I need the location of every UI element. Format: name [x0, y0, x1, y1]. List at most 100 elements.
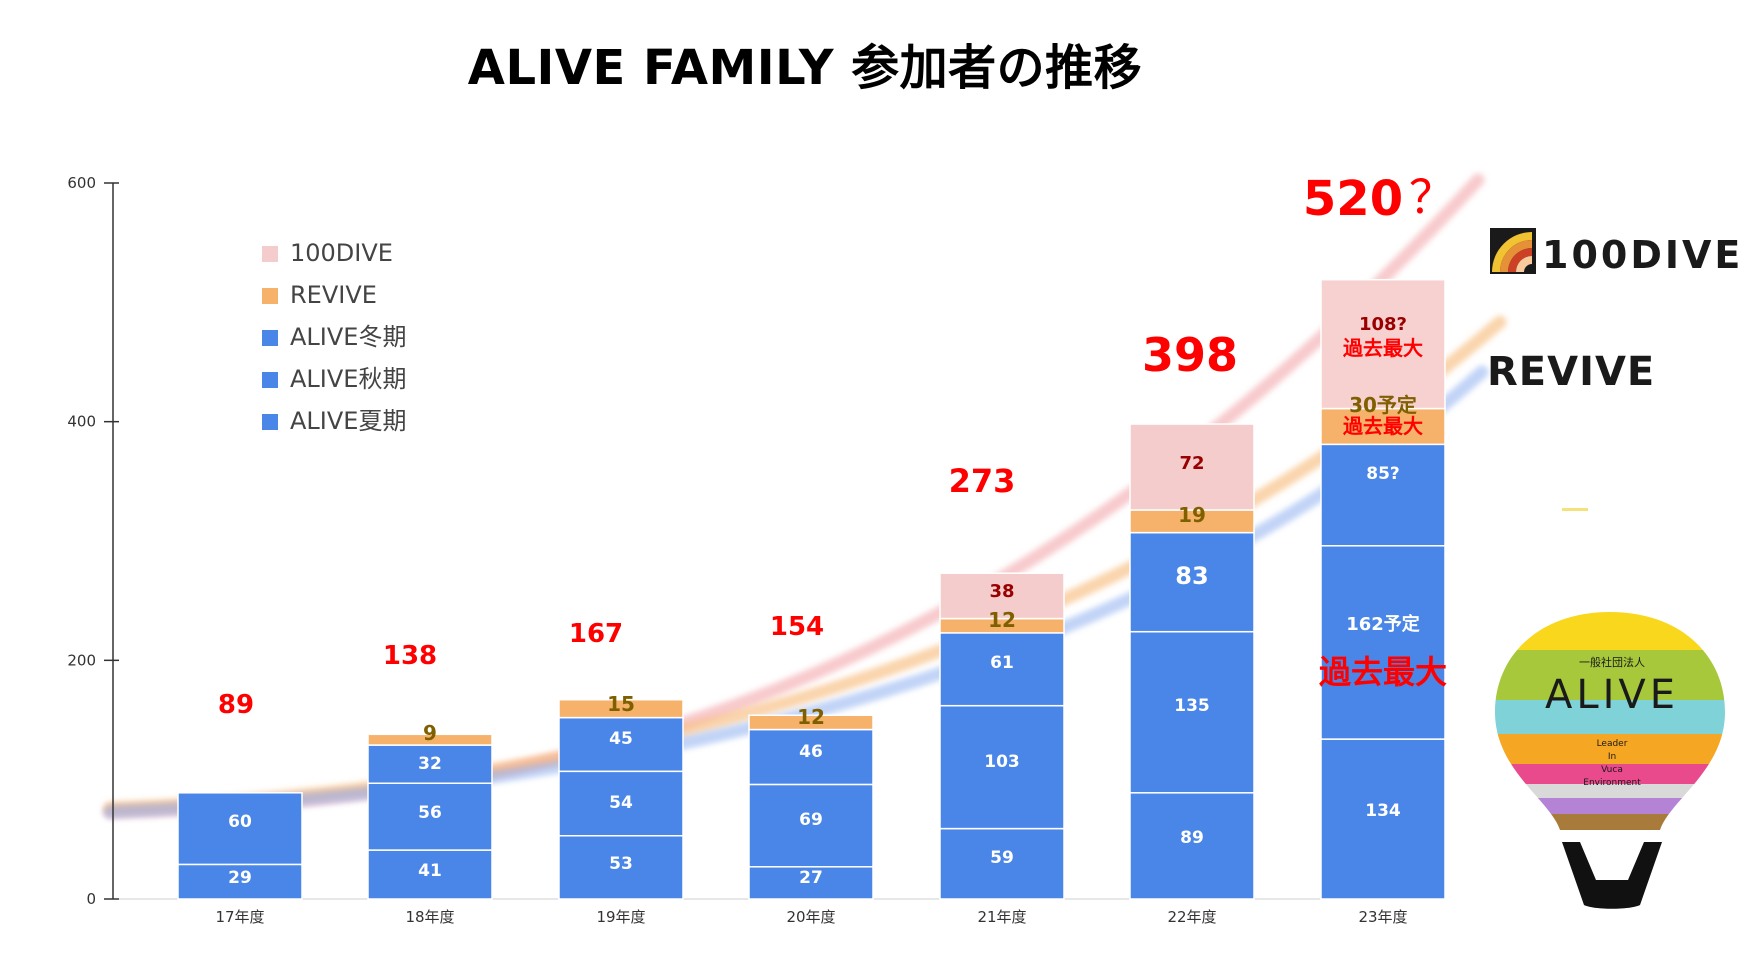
legend-label-100DIVE: 100DIVE	[290, 239, 393, 267]
segment-label-ALIVE冬期-22年度: 83	[1175, 562, 1208, 590]
segment-label-ALIVE秋期-21年度: 103	[984, 752, 1020, 772]
bar-ALIVE冬期-18年度	[367, 744, 493, 784]
segment-label-ALIVE冬期-20年度: 46	[799, 742, 823, 762]
alive-logo-subtitle: 一般社団法人	[1579, 655, 1645, 669]
alive-logo-basket	[1562, 842, 1662, 909]
legend-swatch-ALIVE秋期	[262, 372, 278, 388]
segment-label-REVIVE-19年度: 15	[607, 692, 635, 716]
chart-title: ALIVE FAMILY 参加者の推移	[467, 40, 1143, 96]
legend-swatch-ALIVE冬期	[262, 330, 278, 346]
legend-label-ALIVE冬期: ALIVE冬期	[290, 323, 406, 351]
dive-logo-text: 100DIVE	[1542, 233, 1743, 277]
bar-ALIVE夏期-23年度	[1320, 738, 1446, 900]
legend-label-ALIVE秋期: ALIVE秋期	[290, 365, 406, 393]
revive-logo-text: REVIVE	[1487, 349, 1655, 395]
legend-swatch-REVIVE	[262, 288, 278, 304]
x-tick-label: 22年度	[1167, 908, 1216, 926]
dive-logo-mark	[1490, 228, 1536, 274]
segment-label-REVIVE-22年度: 19	[1178, 503, 1206, 527]
record-note-2: 過去最大	[1343, 414, 1423, 438]
segment-label-REVIVE-18年度: 9	[423, 721, 437, 745]
segment-label-ALIVE夏期-20年度: 27	[799, 868, 823, 888]
total-label-question-mark: ？	[1409, 170, 1455, 224]
segment-label-100DIVE-21年度: 38	[989, 581, 1014, 602]
bar-ALIVE冬期-23年度	[1320, 443, 1446, 547]
alive-logo-line-4: Environment	[1583, 778, 1641, 788]
segment-label-100DIVE-22年度: 72	[1179, 453, 1204, 474]
bar-ALIVE夏期-21年度	[939, 827, 1065, 900]
bar-ALIVE秋期-22年度	[1129, 630, 1255, 794]
y-tick-label: 200	[67, 651, 96, 669]
bar-100DIVE-22年度	[1129, 423, 1255, 511]
segment-label-REVIVE-23年度: 30予定	[1349, 393, 1417, 417]
x-tick-label: 18年度	[405, 908, 454, 926]
bar-ALIVE夏期-18年度	[367, 849, 493, 900]
segment-label-ALIVE冬期-23年度: 85?	[1366, 464, 1400, 484]
record-note-1: 過去最大	[1343, 336, 1423, 360]
total-label-20年度: 154	[770, 612, 824, 642]
segment-label-ALIVE冬期-18年度: 32	[418, 754, 442, 774]
segment-label-ALIVE夏期-22年度: 89	[1180, 828, 1204, 848]
segment-label-ALIVE秋期-22年度: 135	[1174, 696, 1210, 716]
revive-logo-accent	[1562, 508, 1588, 511]
segment-label-ALIVE秋期-19年度: 54	[609, 793, 633, 813]
segment-label-REVIVE-21年度: 12	[988, 608, 1016, 632]
x-tick-label: 17年度	[215, 908, 264, 926]
segment-label-ALIVE冬期-19年度: 45	[609, 729, 633, 749]
bar-ALIVE夏期-19年度	[558, 835, 684, 900]
bar-ALIVE秋期-23年度	[1320, 545, 1446, 740]
bar-100DIVE-23年度	[1320, 278, 1446, 410]
bar-ALIVE冬期-20年度	[748, 728, 874, 786]
alive-logo-line-3: Vuca	[1601, 765, 1623, 775]
x-tick-label: 23年度	[1358, 908, 1407, 926]
bar-segments	[177, 278, 1446, 900]
segment-label-ALIVE秋期-20年度: 69	[799, 810, 823, 830]
total-label-22年度: 398	[1142, 328, 1238, 382]
segment-label-ALIVE秋期-18年度: 56	[418, 803, 442, 823]
segment-label-ALIVE秋期-23年度: 162予定	[1346, 613, 1420, 635]
bar-ALIVE秋期-18年度	[367, 782, 493, 851]
bar-REVIVE-19年度	[558, 698, 684, 719]
alive-logo-name: ALIVE	[1545, 672, 1679, 718]
bar-ALIVE秋期-17年度	[177, 792, 303, 866]
x-tick-label: 19年度	[596, 908, 645, 926]
bar-100DIVE-21年度	[939, 572, 1065, 620]
legend: 100DIVE REVIVE ALIVE冬期 ALIVE秋期 ALIVE夏期	[262, 239, 406, 435]
segment-label-ALIVE夏期-23年度: 134	[1365, 801, 1401, 821]
total-label-21年度: 273	[949, 462, 1016, 500]
dive-logo: 100DIVE	[1490, 228, 1743, 277]
segment-label-ALIVE夏期-17年度: 29	[228, 868, 252, 888]
total-label-18年度: 138	[383, 641, 437, 671]
segment-label-ALIVE冬期-21年度: 61	[990, 653, 1014, 673]
bar-ALIVE秋期-21年度	[939, 704, 1065, 830]
legend-label-ALIVE夏期: ALIVE夏期	[290, 407, 406, 435]
bar-ALIVE夏期-22年度	[1129, 792, 1255, 900]
segment-label-100DIVE-23年度: 108?	[1359, 314, 1407, 335]
bar-ALIVE夏期-20年度	[748, 866, 874, 900]
bar-ALIVE冬期-21年度	[939, 632, 1065, 707]
alive-balloon-logo: 一般社団法人 ALIVE Leader In Vuca Environment	[1495, 612, 1725, 909]
bar-ALIVE秋期-20年度	[748, 783, 874, 868]
x-tick-label: 20年度	[786, 908, 835, 926]
segment-label-ALIVE夏期-21年度: 59	[990, 848, 1014, 868]
bar-ALIVE冬期-22年度	[1129, 531, 1255, 633]
bar-ALIVE夏期-17年度	[177, 863, 303, 900]
segment-label-ALIVE秋期-17年度: 60	[228, 812, 252, 832]
alive-logo-line-1: Leader	[1597, 739, 1628, 749]
legend-swatch-ALIVE夏期	[262, 414, 278, 430]
legend-label-REVIVE: REVIVE	[290, 281, 377, 309]
total-label-23年度: 520	[1303, 171, 1403, 227]
segment-label-ALIVE夏期-19年度: 53	[609, 854, 633, 874]
record-note-3: 過去最大	[1319, 653, 1447, 691]
segment-label-REVIVE-20年度: 12	[797, 705, 825, 729]
bar-ALIVE冬期-19年度	[558, 716, 684, 773]
y-tick-label: 400	[67, 413, 96, 431]
bar-REVIVE-20年度	[748, 714, 874, 731]
total-label-17年度: 89	[218, 690, 254, 720]
total-label-19年度: 167	[569, 619, 623, 649]
legend-swatch-100DIVE	[262, 246, 278, 262]
y-tick-label: 600	[67, 174, 96, 192]
segment-label-ALIVE夏期-18年度: 41	[418, 861, 442, 881]
